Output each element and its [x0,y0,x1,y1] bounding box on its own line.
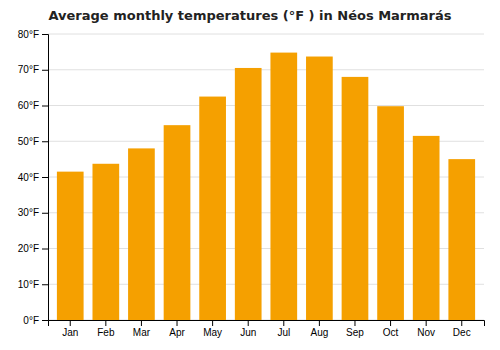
y-tick-mark [42,141,48,142]
y-tick: 80°F [18,29,48,40]
y-tick-mark [42,177,48,178]
x-tick-mark [354,320,355,326]
x-tick-mark [390,320,391,326]
x-axis: Jan Feb Mar Apr May Jun Jul Aug Sep Oct Nov Dec [49,320,485,338]
x-tick-label: Aug [310,327,328,338]
x-tick: Nov [417,320,435,338]
bar [57,172,84,320]
x-tick-label: Apr [169,327,185,338]
y-axis-line [42,35,49,321]
x-tick-mark [105,320,106,326]
y-tick-mark [42,213,48,214]
bar [306,57,333,320]
y-tick: 0°F [23,315,48,326]
bar [128,148,155,320]
x-tick-label: Jul [277,327,290,338]
y-tick-mark [42,249,48,250]
y-tick: 50°F [18,136,48,147]
y-tick: 20°F [18,243,48,254]
x-tick-label: Jan [62,327,78,338]
title: Average monthly temperatures (°F ) in Né… [48,8,451,23]
bars [57,53,475,320]
bar [342,77,369,320]
plot: 0°F 10°F 20°F 30°F 40°F 50°F 60°F 70°F 80°F Jan Fe… [18,29,485,338]
y-tick-mark [42,70,48,71]
x-tick-mark [283,320,284,326]
bar [235,68,262,320]
x-axis-line [49,321,485,327]
bar [270,53,297,320]
y-tick-label: 40°F [18,172,39,183]
y-tick-label: 20°F [18,243,39,254]
y-tick-label: 10°F [18,279,39,290]
grid [48,34,484,320]
y-axis: 0°F 10°F 20°F 30°F 40°F 50°F 60°F 70°F 80°F [18,29,49,326]
bar [448,159,475,320]
chart: 0°F 10°F 20°F 30°F 40°F 50°F 60°F 70°F 80°F Jan Fe… [0,0,500,350]
x-tick-mark [319,320,320,326]
y-tick-mark [42,284,48,285]
x-tick: Jan [62,320,78,338]
x-tick: Apr [169,320,185,338]
x-tick: Oct [383,320,399,338]
y-tick-label: 60°F [18,100,39,111]
y-tick-mark [42,34,48,35]
bar [164,125,191,320]
x-tick: Mar [133,320,151,338]
x-tick-mark [177,320,178,326]
y-tick-label: 70°F [18,64,39,75]
x-tick-label: Nov [417,327,435,338]
y-tick-label: 80°F [18,29,39,40]
y-tick-label: 50°F [18,136,39,147]
y-tick-label: 0°F [23,315,39,326]
x-tick-label: May [203,327,222,338]
x-tick: Feb [97,320,115,338]
bar [377,106,404,320]
x-tick-label: Feb [97,327,115,338]
y-tick: 10°F [18,279,48,290]
x-tick-mark [248,320,249,326]
y-tick: 70°F [18,64,48,75]
bar [199,97,226,320]
y-tick-mark [42,106,48,107]
x-tick: Dec [453,320,471,338]
bar [92,164,119,320]
x-tick-mark [461,320,462,326]
x-tick-label: Oct [383,327,399,338]
x-tick-label: Jun [240,327,256,338]
x-tick-mark [70,320,71,326]
x-tick: May [203,320,222,338]
bar [413,136,440,320]
x-tick-mark [212,320,213,326]
y-tick: 60°F [18,100,48,111]
x-tick-label: Sep [346,327,364,338]
y-tick-mark [42,320,48,321]
x-tick-label: Dec [453,327,471,338]
x-tick-label: Mar [133,327,151,338]
grid-line [48,105,484,106]
x-tick-mark [426,320,427,326]
grid-line [48,69,484,70]
x-tick: Sep [346,320,364,338]
y-tick-label: 30°F [18,207,39,218]
grid-line [48,34,484,35]
x-tick-mark [141,320,142,326]
y-tick: 30°F [18,207,48,218]
y-tick: 40°F [18,172,48,183]
x-tick: Jun [240,320,256,338]
x-tick: Jul [277,320,290,338]
x-tick: Aug [310,320,328,338]
